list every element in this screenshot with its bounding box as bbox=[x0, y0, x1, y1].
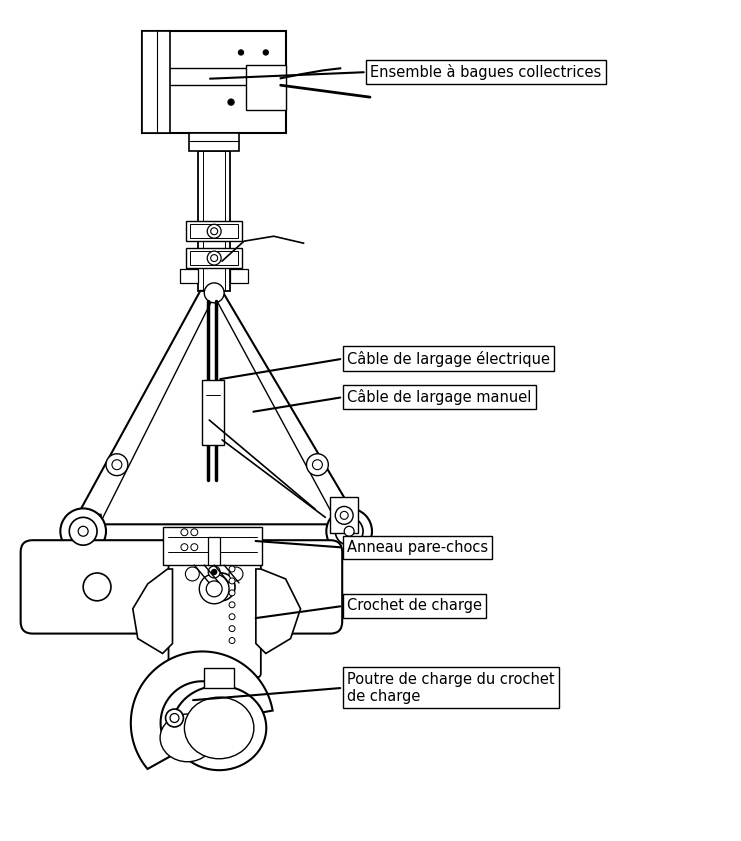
Ellipse shape bbox=[191, 543, 198, 551]
Ellipse shape bbox=[229, 637, 235, 643]
Ellipse shape bbox=[160, 714, 215, 762]
Ellipse shape bbox=[185, 697, 254, 759]
Text: Câble de largage manuel: Câble de largage manuel bbox=[347, 389, 531, 405]
Ellipse shape bbox=[181, 543, 188, 551]
Polygon shape bbox=[256, 569, 301, 653]
Text: Anneau pare-chocs: Anneau pare-chocs bbox=[347, 540, 488, 555]
Ellipse shape bbox=[340, 511, 348, 520]
Ellipse shape bbox=[210, 228, 218, 235]
Bar bbox=[202, 380, 224, 445]
Ellipse shape bbox=[229, 626, 235, 632]
Bar bbox=[190, 133, 239, 151]
Ellipse shape bbox=[345, 526, 354, 537]
Bar bbox=[330, 498, 358, 533]
Ellipse shape bbox=[210, 255, 218, 262]
FancyBboxPatch shape bbox=[168, 550, 261, 677]
Polygon shape bbox=[76, 291, 357, 524]
Bar bbox=[187, 221, 242, 241]
Bar bbox=[246, 66, 285, 110]
Ellipse shape bbox=[228, 99, 234, 105]
Ellipse shape bbox=[69, 517, 97, 545]
Text: Crochet de charge: Crochet de charge bbox=[347, 599, 482, 613]
Ellipse shape bbox=[60, 509, 106, 554]
Ellipse shape bbox=[229, 614, 235, 620]
Polygon shape bbox=[133, 569, 173, 653]
Text: Ensemble à bagues collectrices: Ensemble à bagues collectrices bbox=[370, 64, 602, 80]
Ellipse shape bbox=[170, 713, 179, 722]
Bar bbox=[205, 669, 234, 688]
Bar bbox=[199, 151, 230, 291]
Ellipse shape bbox=[307, 454, 328, 476]
Ellipse shape bbox=[172, 685, 266, 770]
Polygon shape bbox=[131, 652, 273, 769]
Ellipse shape bbox=[229, 567, 243, 581]
Ellipse shape bbox=[185, 567, 199, 581]
Ellipse shape bbox=[208, 566, 220, 578]
Ellipse shape bbox=[181, 529, 188, 536]
Bar bbox=[142, 30, 285, 133]
Ellipse shape bbox=[199, 574, 229, 604]
Ellipse shape bbox=[229, 566, 235, 572]
Ellipse shape bbox=[313, 460, 322, 469]
Ellipse shape bbox=[207, 251, 221, 265]
Text: Câble de largage électrique: Câble de largage électrique bbox=[347, 351, 550, 367]
Bar bbox=[142, 30, 170, 133]
Ellipse shape bbox=[263, 50, 268, 55]
Ellipse shape bbox=[229, 590, 235, 595]
FancyBboxPatch shape bbox=[21, 540, 342, 633]
Ellipse shape bbox=[83, 573, 111, 600]
Ellipse shape bbox=[79, 526, 88, 537]
Ellipse shape bbox=[229, 602, 235, 608]
Bar bbox=[190, 251, 238, 265]
Ellipse shape bbox=[335, 506, 353, 524]
Bar bbox=[181, 269, 199, 283]
Ellipse shape bbox=[112, 460, 122, 469]
Ellipse shape bbox=[212, 569, 216, 574]
Ellipse shape bbox=[239, 50, 244, 55]
Bar bbox=[99, 544, 333, 558]
Ellipse shape bbox=[207, 573, 235, 600]
Bar bbox=[187, 248, 242, 268]
Ellipse shape bbox=[207, 225, 221, 238]
Ellipse shape bbox=[206, 581, 222, 597]
Ellipse shape bbox=[205, 283, 224, 303]
Bar bbox=[190, 225, 238, 238]
Bar bbox=[208, 537, 220, 565]
Ellipse shape bbox=[165, 709, 184, 727]
Ellipse shape bbox=[326, 509, 372, 554]
Ellipse shape bbox=[229, 578, 235, 584]
Ellipse shape bbox=[191, 529, 198, 536]
Polygon shape bbox=[76, 515, 105, 579]
Bar bbox=[162, 527, 262, 565]
Ellipse shape bbox=[335, 517, 363, 545]
Bar bbox=[230, 269, 248, 283]
Text: Poutre de charge du crochet
de charge: Poutre de charge du crochet de charge bbox=[347, 672, 554, 704]
Ellipse shape bbox=[106, 454, 128, 476]
